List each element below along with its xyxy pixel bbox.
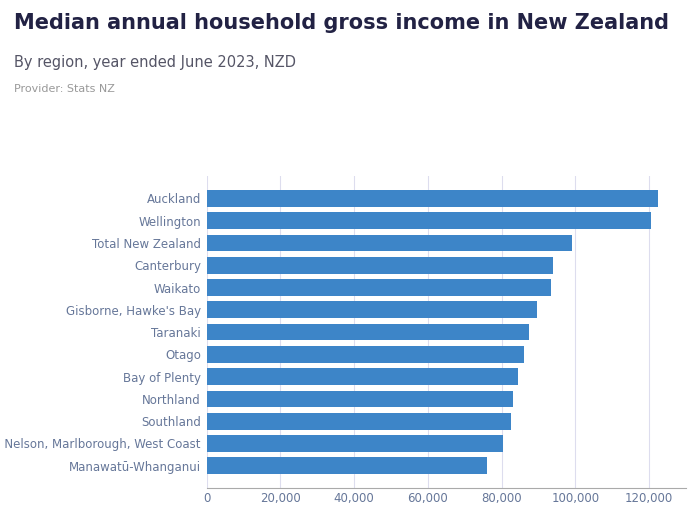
Bar [206, 257, 553, 274]
Bar [206, 346, 524, 363]
Bar [206, 368, 518, 385]
Text: figure.nz: figure.nz [589, 16, 661, 33]
Bar [206, 457, 486, 474]
Bar [206, 391, 512, 407]
Bar [206, 190, 658, 207]
Bar [206, 279, 552, 296]
Bar [206, 301, 537, 318]
Bar [206, 324, 529, 340]
Bar [206, 212, 651, 229]
Text: Provider: Stats NZ: Provider: Stats NZ [14, 84, 115, 94]
Bar [206, 235, 572, 251]
Text: Median annual household gross income in New Zealand: Median annual household gross income in … [14, 13, 669, 33]
Bar [206, 413, 511, 429]
Text: By region, year ended June 2023, NZD: By region, year ended June 2023, NZD [14, 55, 296, 70]
Bar [206, 435, 503, 452]
